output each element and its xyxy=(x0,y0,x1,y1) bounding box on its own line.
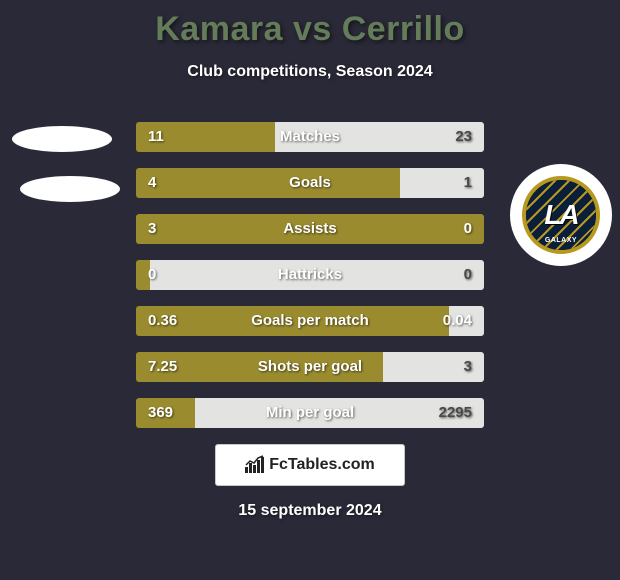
stat-bar xyxy=(136,260,484,290)
la-galaxy-crest-icon: LA GALAXY xyxy=(510,164,612,266)
stat-row: Hattricks00 xyxy=(136,260,484,290)
stat-bar xyxy=(136,122,484,152)
stat-row: Goals41 xyxy=(136,168,484,198)
stat-bar xyxy=(136,214,484,244)
stat-bar xyxy=(136,352,484,382)
left-team-badge xyxy=(4,120,114,230)
stat-bar-left xyxy=(136,352,383,382)
stat-row: Matches1123 xyxy=(136,122,484,152)
stat-row: Goals per match0.360.04 xyxy=(136,306,484,336)
source-badge: FcTables.com xyxy=(215,444,405,486)
stat-bar-left xyxy=(136,260,150,290)
stat-bar-left xyxy=(136,306,449,336)
stat-bar-right xyxy=(195,398,484,428)
stat-bar-right xyxy=(383,352,484,382)
subtitle: Club competitions, Season 2024 xyxy=(0,63,620,81)
stat-bar xyxy=(136,168,484,198)
stat-bar-right xyxy=(400,168,484,198)
stat-row: Shots per goal7.253 xyxy=(136,352,484,382)
stat-row: Min per goal3692295 xyxy=(136,398,484,428)
stat-bar xyxy=(136,306,484,336)
stat-bar xyxy=(136,398,484,428)
stat-bar-right xyxy=(275,122,484,152)
stat-bar-left xyxy=(136,398,195,428)
comparison-card: Kamara vs Cerrillo Club competitions, Se… xyxy=(0,0,620,580)
stat-bar-left xyxy=(136,122,275,152)
source-text: FcTables.com xyxy=(269,456,375,474)
fctables-icon xyxy=(245,455,265,476)
stat-rows: Matches1123 Goals41 Assists30 Hattricks00 Go… xyxy=(136,122,484,444)
page-title: Kamara vs Cerrillo xyxy=(0,10,620,49)
placeholder-ellipse-icon xyxy=(20,176,120,202)
stat-bar-right xyxy=(449,306,484,336)
stat-row: Assists30 xyxy=(136,214,484,244)
placeholder-ellipse-icon xyxy=(12,126,112,152)
stat-bar-left xyxy=(136,168,400,198)
stat-bar-left xyxy=(136,214,484,244)
stat-bar-right xyxy=(150,260,484,290)
crest-text-top: LA xyxy=(544,199,577,231)
right-team-badge: LA GALAXY xyxy=(506,160,616,270)
date-text: 15 september 2024 xyxy=(0,502,620,520)
crest-text-bottom: GALAXY xyxy=(545,237,577,244)
